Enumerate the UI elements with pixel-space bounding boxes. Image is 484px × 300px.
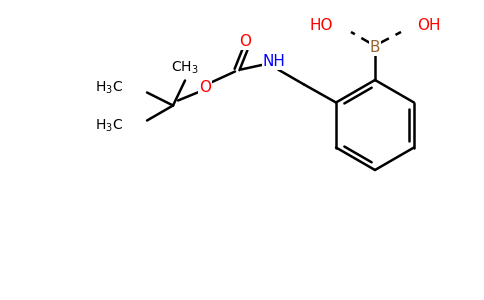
Text: O: O (199, 80, 211, 95)
Text: CH$_3$: CH$_3$ (171, 59, 199, 76)
Text: O: O (239, 34, 251, 49)
Text: NH: NH (263, 54, 286, 69)
Text: B: B (370, 40, 380, 56)
Text: H$_3$C: H$_3$C (95, 117, 123, 134)
Text: OH: OH (417, 19, 440, 34)
Text: H$_3$C: H$_3$C (95, 79, 123, 96)
Text: HO: HO (309, 19, 333, 34)
